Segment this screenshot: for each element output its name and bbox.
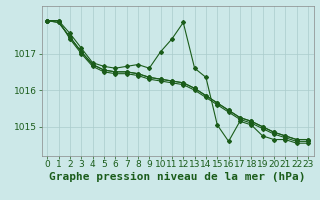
X-axis label: Graphe pression niveau de la mer (hPa): Graphe pression niveau de la mer (hPa)	[49, 172, 306, 182]
